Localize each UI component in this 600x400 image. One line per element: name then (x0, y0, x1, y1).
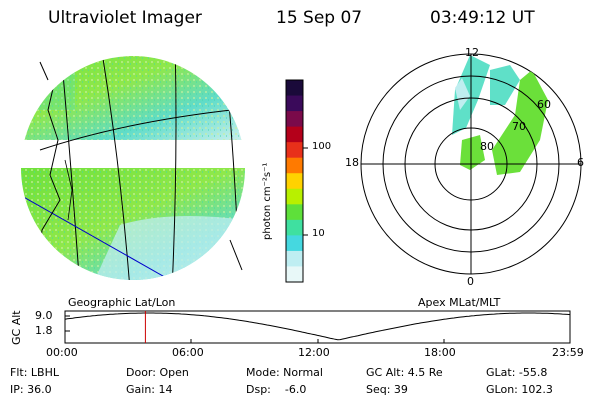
apex-caption: Apex MLat/MLT (418, 296, 501, 309)
colorbar (285, 79, 304, 283)
alt-ylabel: GC Alt (10, 310, 23, 345)
colorbar-swatch (286, 157, 303, 174)
colorbar-unit-label: photon cm⁻²s⁻¹ (262, 162, 273, 240)
colorbar-swatch (286, 95, 303, 112)
info-glat: GLat: -55.8 (486, 366, 548, 379)
alt-xtick-1800: 18:00 (424, 346, 456, 359)
info-seq: Seq: 39 (366, 383, 408, 396)
colorbar-swatch (286, 250, 303, 268)
info-glon: GLon: 102.3 (486, 383, 553, 396)
colorbar-swatch (286, 204, 303, 221)
mlt-label-0: 0 (467, 275, 474, 288)
colorbar-swatch (286, 111, 303, 128)
info-dsp: Dsp: -6.0 (246, 383, 307, 396)
alt-xtick-2359: 23:59 (552, 346, 584, 359)
info-ip: IP: 36.0 (10, 383, 52, 396)
colorbar-swatch (286, 126, 303, 143)
colorbar-frame (285, 79, 304, 283)
info-gain: Gain: 14 (126, 383, 173, 396)
mlat-label-60: 60 (537, 98, 551, 111)
alt-ytick-9: 9.0 (35, 309, 53, 322)
mlt-label-18: 18 (345, 156, 359, 169)
info-door: Door: Open (126, 366, 189, 379)
info-mode: Mode: Normal (246, 366, 323, 379)
mlat-label-80: 80 (480, 140, 494, 153)
colorbar-swatch (286, 219, 303, 236)
time-label: 03:49:12 UT (430, 8, 535, 28)
colorbar-swatch (286, 142, 303, 159)
alt-xtick-0600: 06:00 (172, 346, 204, 359)
info-filter: Flt: LBHL (10, 366, 59, 379)
alt-xtick-0000: 00:00 (46, 346, 78, 359)
colorbar-swatch (286, 188, 303, 205)
alt-ytick-1-8: 1.8 (35, 324, 53, 337)
instrument-title: Ultraviolet Imager (48, 8, 202, 28)
colorbar-tick-10: 10 (312, 228, 325, 239)
altitude-plot (64, 310, 571, 344)
info-gc-alt: GC Alt: 4.5 Re (366, 366, 443, 379)
alt-xtick-1200: 12:00 (298, 346, 330, 359)
colorbar-swatch (286, 173, 303, 190)
mlt-label-6: 6 (577, 156, 584, 169)
date-label: 15 Sep 07 (276, 8, 363, 28)
polar-plot (360, 53, 582, 275)
colorbar-swatch (286, 80, 303, 97)
mlat-label-70: 70 (512, 120, 526, 133)
geographic-caption: Geographic Lat/Lon (68, 296, 176, 309)
colorbar-tick-100: 100 (312, 141, 332, 152)
colorbar-swatch (286, 266, 303, 283)
mlt-label-12: 12 (465, 46, 479, 59)
colorbar-swatch (286, 235, 303, 252)
uvi-image-geographic (21, 56, 245, 280)
